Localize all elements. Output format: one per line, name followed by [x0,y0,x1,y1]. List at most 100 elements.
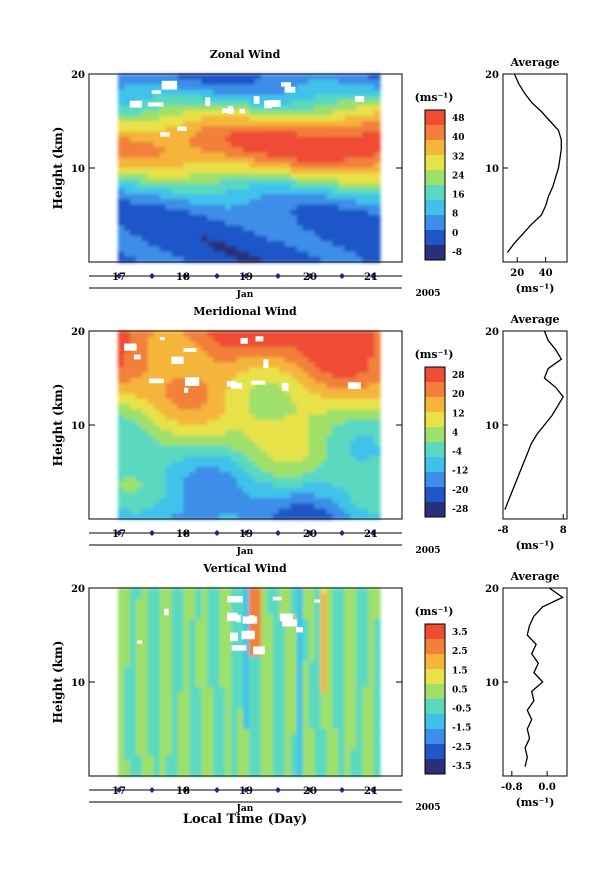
heatmap-cell [159,723,167,730]
heatmap-cell [302,718,310,725]
x-tick-label: 20 [303,786,317,797]
heatmap-cell [272,110,280,117]
heatmap-cell [368,513,375,520]
heatmap-cell [201,367,208,374]
heatmap-cell [129,79,137,86]
heatmap-cell [153,718,161,725]
heatmap-cell [129,451,137,457]
heatmap-cell [213,697,220,704]
heatmap-cell [219,178,226,185]
heatmap-cell [368,404,375,410]
heatmap-cell [135,598,143,605]
heatmap-cell [350,513,357,520]
colorbar-segment [425,170,445,178]
heatmap-cell [308,593,316,600]
heatmap-cell [129,655,137,662]
heatmap-cell [123,598,131,605]
heatmap-cell [302,635,310,641]
heatmap-cell [129,357,137,363]
heatmap-cell [254,744,262,751]
heatmap-cell [189,136,196,143]
heatmap-cell [332,513,339,520]
heatmap-cell [183,121,191,127]
heatmap-cell [362,608,369,615]
heatmap-cell [141,74,149,80]
heatmap-cell [260,383,268,390]
heatmap-cell [177,336,185,343]
heatmap-cell [362,739,369,746]
heatmap-cell [231,194,238,200]
heatmap-cell [314,131,322,138]
heatmap-cell [284,744,292,751]
heatmap-cell [123,84,131,91]
heatmap-cell [195,697,202,704]
heatmap-cell [231,367,238,374]
heatmap-cell [260,419,268,426]
heatmap-cell [320,655,327,662]
heatmap-cell [183,204,191,211]
heatmap-cell [165,194,173,200]
heatmap-cell [290,425,298,431]
heatmap-cell [195,619,202,626]
heatmap-cell [356,246,363,253]
heatmap-cell [362,341,369,348]
heatmap-cell [362,256,369,263]
heatmap-cell [183,640,191,647]
heatmap-cell [165,225,173,232]
heatmap-cell [195,183,202,190]
heatmap-cell [284,734,292,741]
heatmap-cell [290,734,298,741]
heatmap-cell [123,755,131,761]
heatmap-cell [249,739,256,746]
heatmap-cell [260,183,268,190]
heatmap-cell [266,723,274,730]
heatmap-cell [368,225,375,232]
heatmap-cell [266,346,274,353]
heatmap-cell [195,398,202,405]
heatmap-cell [308,220,316,227]
heatmap-cell [356,614,363,620]
heatmap-cell [374,425,381,431]
heatmap-cell [165,655,173,662]
heatmap-cell [332,398,339,405]
heatmap-cell [153,194,161,200]
heatmap-cell [153,79,161,86]
heatmap-cell [374,435,381,442]
heatmap-cell [296,383,304,390]
heatmap-cell [123,729,131,735]
heatmap-cell [320,331,327,337]
heatmap-cell [237,466,244,473]
heatmap-cell [123,697,131,704]
heatmap-cell [159,734,167,741]
heatmap-cell [290,121,298,127]
heatmap-cell [326,372,333,379]
heatmap-cell [249,209,256,216]
heatmap-cell [213,755,220,761]
heatmap-cell [225,235,232,242]
heatmap-cell [171,209,179,216]
heatmap-cell [207,508,214,515]
heatmap-cell [171,331,179,337]
heatmap-cell [344,215,351,221]
heatmap-cell [123,393,131,400]
heatmap-cell [326,157,333,164]
heatmap-cell [141,351,149,358]
heatmap-cell [195,513,202,520]
heatmap-cell [356,619,363,626]
heatmap-cell [123,199,131,206]
heatmap-cell [237,84,244,91]
heatmap-cell [118,461,125,468]
heatmap-cell [183,341,191,348]
heatmap-cell [159,661,167,667]
heatmap-cell [290,513,298,520]
heatmap-cell [207,341,214,348]
heatmap-cell [129,498,137,504]
heatmap-cell [243,183,250,190]
heatmap-cell [249,749,256,756]
heatmap-cell [195,682,202,688]
heatmap-cell [326,608,333,615]
heatmap-cell [290,419,298,426]
heatmap-cell [320,168,327,174]
heatmap-cell [284,482,292,489]
